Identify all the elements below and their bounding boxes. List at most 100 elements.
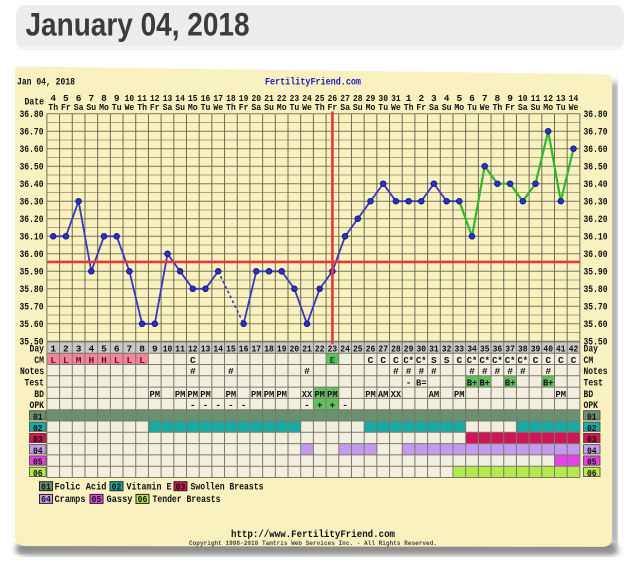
svg-text:Su: Su [353,102,363,113]
svg-text:Tu: Tu [201,102,211,113]
svg-text:B+: B+ [543,378,554,389]
svg-text:C: C [368,355,374,366]
svg-text:C*: C* [467,355,478,366]
svg-text:Tender Breasts: Tender Breasts [153,494,221,506]
svg-text:34: 34 [467,344,477,355]
svg-text:XX: XX [391,389,402,400]
svg-text:We: We [391,102,401,113]
svg-text:36.60: 36.60 [20,145,44,156]
svg-text:36.70: 36.70 [584,128,608,139]
svg-text:PM: PM [175,389,186,400]
svg-text:36.20: 36.20 [20,215,44,226]
svg-text:L: L [114,355,120,366]
svg-text:6: 6 [114,344,120,355]
svg-text:15: 15 [226,344,236,355]
svg-text:14: 14 [213,344,223,355]
svg-text:C: C [190,355,196,366]
svg-text:35.80: 35.80 [20,285,44,296]
svg-text:Tu: Tu [378,102,388,113]
svg-text:19: 19 [239,93,249,104]
svg-text:-: - [406,378,412,389]
svg-text:06: 06 [587,468,597,479]
svg-text:02: 02 [33,423,43,434]
svg-text:3: 3 [76,344,82,355]
svg-text:Th: Th [137,102,147,113]
svg-text:36.80: 36.80 [584,110,608,121]
svg-text:FertilityFriend.com: FertilityFriend.com [265,77,361,89]
svg-text:B+: B+ [479,378,490,389]
svg-text:26: 26 [328,93,338,104]
svg-text:B+: B+ [505,378,516,389]
svg-text:Fr: Fr [239,102,249,113]
svg-text:C*: C* [492,355,503,366]
svg-text:CM: CM [584,356,594,367]
svg-text:Fr: Fr [150,102,160,113]
svg-text:35.50: 35.50 [584,338,608,349]
svg-text:#: # [393,366,399,377]
svg-text:11: 11 [175,344,185,355]
svg-text:M: M [76,355,82,366]
svg-text:36.40: 36.40 [20,180,44,191]
svg-text:03: 03 [587,434,597,445]
svg-text:Jan 04, 2018: Jan 04, 2018 [17,78,75,89]
svg-text:18: 18 [226,93,236,104]
svg-text:13: 13 [201,344,211,355]
svg-text:35: 35 [480,344,490,355]
svg-text:36.10: 36.10 [20,233,44,244]
svg-text:-: - [304,400,310,411]
svg-text:36.30: 36.30 [584,198,608,209]
svg-text:#: # [507,366,513,377]
svg-text:05: 05 [587,457,597,468]
svg-text:Sa: Sa [340,102,350,113]
svg-text:35.60: 35.60 [20,320,44,331]
svg-text:#: # [418,366,424,377]
svg-text:Th: Th [226,102,236,113]
svg-text:4: 4 [444,93,450,104]
svg-text:We: We [480,102,490,113]
svg-text:31: 31 [391,93,401,104]
svg-text:http://www.FertilityFriend.com: http://www.FertilityFriend.com [231,529,395,541]
svg-text:Day: Day [584,345,599,356]
svg-text:29: 29 [404,344,414,355]
svg-text:XX: XX [302,389,313,400]
svg-text:PM: PM [150,389,161,400]
svg-text:20: 20 [290,344,300,355]
svg-text:+: + [330,400,336,411]
svg-text:E: E [330,355,336,366]
svg-text:L: L [63,355,69,366]
svg-text:5: 5 [101,344,107,355]
svg-text:6: 6 [469,93,475,104]
svg-text:7: 7 [482,93,488,104]
svg-text:BD: BD [34,390,44,401]
svg-text:2: 2 [63,344,69,355]
svg-text:Fr: Fr [416,102,426,113]
svg-text:Su: Su [264,102,274,113]
svg-text:5: 5 [456,93,462,104]
svg-text:#: # [495,366,501,377]
svg-text:6: 6 [76,93,82,104]
svg-text:05: 05 [92,494,102,505]
svg-text:10: 10 [125,93,135,104]
svg-text:4: 4 [88,344,94,355]
svg-text:24: 24 [302,93,312,104]
svg-text:January 04, 2018: January 04, 2018 [26,7,250,43]
svg-text:02: 02 [587,423,597,434]
svg-text:#: # [520,366,526,377]
svg-text:8: 8 [101,93,107,104]
svg-text:#: # [406,366,412,377]
svg-text:26: 26 [366,344,376,355]
svg-text:35.90: 35.90 [584,268,608,279]
svg-text:B=: B= [416,378,427,389]
svg-text:Th: Th [404,102,414,113]
svg-text:05: 05 [33,457,43,468]
svg-text:L: L [139,355,145,366]
svg-text:24: 24 [340,344,350,355]
svg-text:15: 15 [188,93,198,104]
svg-text:L: L [127,355,133,366]
svg-text:PM: PM [264,389,275,400]
svg-text:PM: PM [276,389,287,400]
svg-text:PM: PM [556,389,567,400]
svg-text:04: 04 [587,445,597,456]
svg-text:9: 9 [507,93,513,104]
svg-text:#: # [304,366,310,377]
